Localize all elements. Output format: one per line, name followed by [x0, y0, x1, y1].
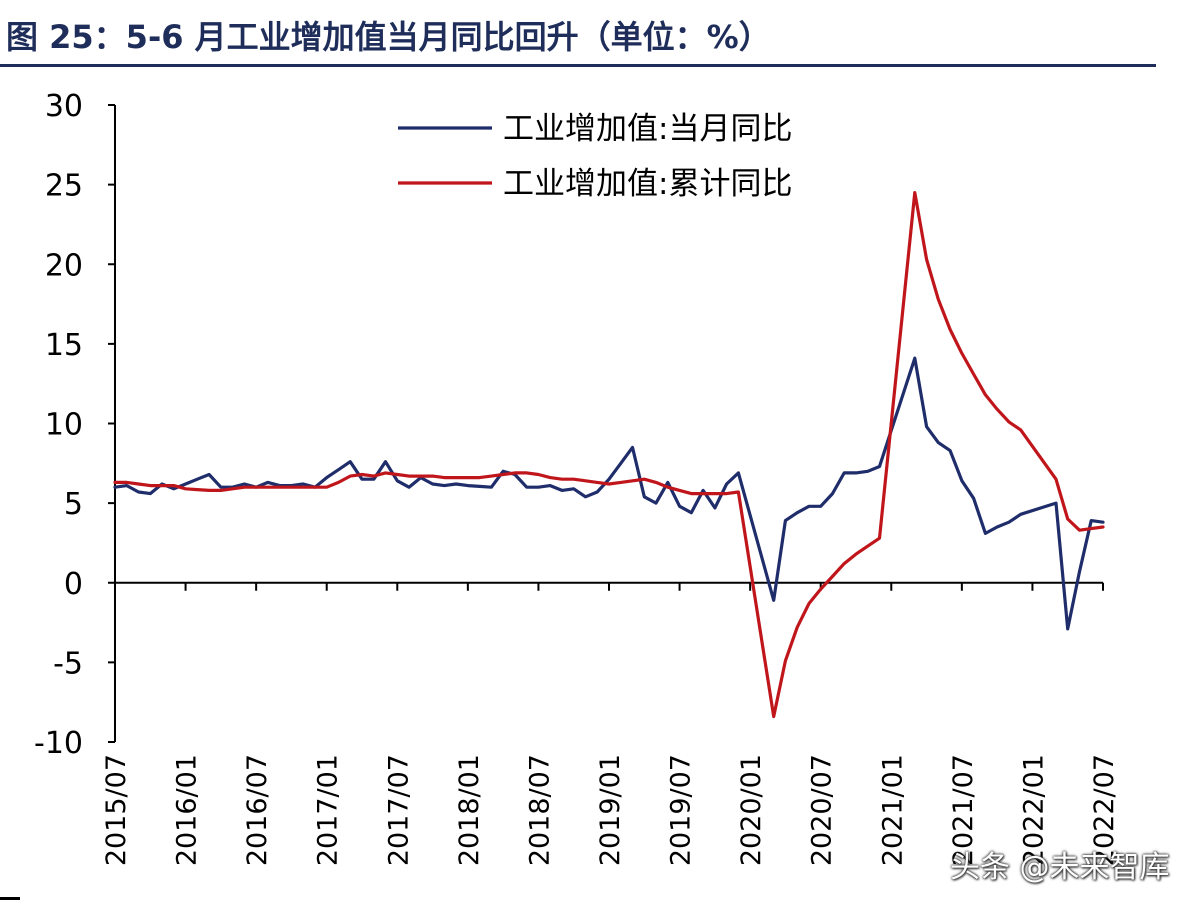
y-tick-label: 15 [45, 328, 83, 363]
y-tick-label: 30 [45, 89, 83, 124]
x-tick-label: 2016/01 [172, 754, 203, 866]
y-tick-label: -5 [53, 646, 83, 681]
y-tick-label: 5 [64, 487, 83, 522]
title-divider [0, 64, 1156, 67]
y-tick-label: 25 [45, 169, 83, 204]
figure-title: 图 25：5-6 月工业增加值当月同比回升（单位：%） [6, 18, 771, 56]
x-tick-label: 2018/01 [454, 754, 485, 866]
x-tick-label: 2022/01 [1018, 754, 1049, 866]
x-tick-label: 2015/07 [101, 754, 132, 866]
y-tick-label: -10 [34, 726, 83, 761]
series-line-1 [113, 356, 1105, 631]
legend-label-1: 工业增加值:当月同比 [503, 111, 792, 147]
bottom-divider [0, 897, 20, 900]
chart-ticks: 30 25 20 15 10 5 0 -5 -10 2015/07 2016/01 2016/07 20… [34, 89, 1120, 866]
series-line-2 [113, 191, 1105, 719]
x-tick-label: 2020/01 [736, 754, 767, 866]
x-tick-label: 2017/07 [383, 754, 414, 866]
x-tick-label: 2022/07 [1089, 754, 1120, 866]
x-tick-label: 2019/01 [595, 754, 626, 866]
x-tick-label: 2017/01 [313, 754, 344, 866]
x-tick-label: 2021/01 [877, 754, 908, 866]
x-tick-label: 2021/07 [948, 754, 979, 866]
x-tick-label: 2018/07 [524, 754, 555, 866]
y-tick-label: 10 [45, 408, 83, 443]
x-tick-label: 2016/07 [242, 754, 273, 866]
x-tick-label: 2019/07 [666, 754, 697, 866]
chart-series [113, 191, 1105, 719]
legend-label-2: 工业增加值:累计同比 [503, 166, 792, 202]
watermark-text: 头条 @未来智库 [950, 850, 1170, 885]
y-tick-label: 0 [64, 567, 83, 602]
y-tick-label: 20 [45, 248, 83, 283]
x-tick-label: 2020/07 [807, 754, 838, 866]
